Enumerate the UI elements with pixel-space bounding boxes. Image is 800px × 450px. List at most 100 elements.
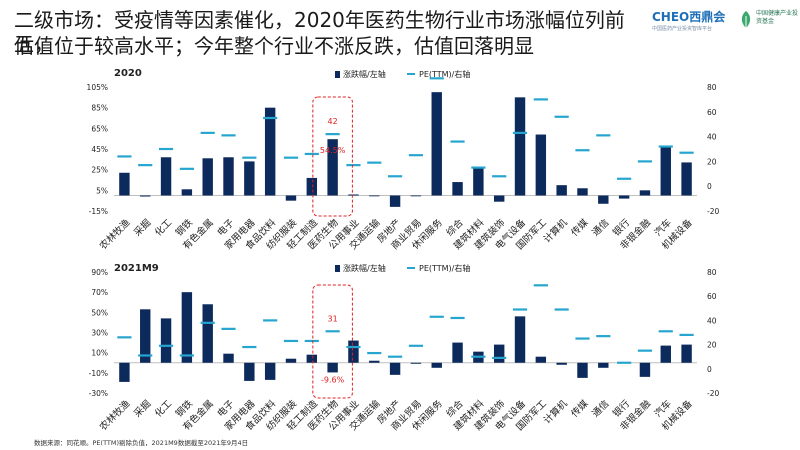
- right-axis-tick-label: 80: [707, 83, 717, 92]
- left-axis-tick-label: 105%: [87, 83, 108, 92]
- bar-钢铁: [181, 292, 193, 363]
- highlight-change-label: -9.6%: [321, 375, 345, 384]
- bar-机械设备: [681, 162, 692, 196]
- bar-交通运输: [369, 360, 380, 363]
- bar-医药生物: [327, 362, 338, 373]
- bar-公用事业: [348, 194, 359, 196]
- bar-综合: [452, 342, 463, 363]
- left-axis-tick-label: 45%: [91, 145, 108, 154]
- bar-轻工制造: [306, 354, 318, 363]
- chart-period-label: 2020: [114, 68, 142, 79]
- bar-休闲服务: [431, 362, 442, 368]
- legend-line-label: PE(TTM)/右轴: [419, 263, 470, 273]
- bar-农林牧渔: [119, 172, 130, 196]
- bar-化工: [160, 157, 172, 196]
- left-axis-tick-label: 85%: [91, 104, 108, 113]
- category-label: 通信: [589, 398, 611, 420]
- bar-银行: [618, 195, 630, 199]
- left-axis-tick-label: 30%: [91, 329, 108, 338]
- bar-纺织服装: [285, 195, 297, 201]
- logo-tagline: 中国医药产业投资智库平台: [652, 26, 713, 32]
- bar-有色金属: [202, 304, 213, 363]
- bar-汽车: [660, 345, 671, 363]
- bar-食品饮料: [264, 362, 276, 380]
- right-axis-tick-label: 60: [707, 108, 717, 117]
- bar-建筑装饰: [493, 195, 505, 202]
- bar-电气设备: [514, 97, 526, 196]
- bar-有色金属: [202, 158, 213, 196]
- bar-家用电器: [244, 362, 255, 381]
- chart-2020: 2020 涨跌幅/左轴 PE(TTM)/右轴 105% 85% 65% 45% 25% 5% -1…: [87, 68, 720, 252]
- left-axis-tick-label: 65%: [91, 124, 108, 133]
- left-axis-tick-label: 10%: [91, 349, 108, 358]
- left-axis-tick-label: 70%: [91, 288, 108, 297]
- category-label: 化工: [152, 397, 174, 419]
- bar-家用电器: [244, 161, 255, 196]
- chart-2021m9: 2021M9 涨跌幅/左轴 PE(TTM)/右轴 90% 70% 50% 30% 10% -10…: [89, 263, 720, 433]
- highlight-pe-label: 31: [328, 314, 338, 323]
- right-axis-tick-label: 20: [707, 341, 717, 350]
- left-axis-tick-label: -10%: [89, 369, 108, 378]
- category-label: 采掘: [131, 398, 153, 420]
- highlight-box: [312, 96, 353, 217]
- bar-采掘: [140, 195, 151, 197]
- bar-采掘: [140, 309, 151, 363]
- right-axis-tick-label: 40: [707, 316, 717, 325]
- left-axis-tick-label: 5%: [96, 186, 108, 195]
- highlight-change-label: 54.5%: [320, 146, 346, 155]
- category-label: 传媒: [569, 397, 591, 419]
- bar-通信: [598, 362, 609, 368]
- slide-title-line-2: 估值位于较高水平；今年整个行业不涨反跌，估值回落明显: [14, 34, 534, 58]
- category-label: 农林牧渔: [97, 397, 133, 433]
- bar-轻工制造: [306, 177, 318, 196]
- logo-partner-text: 中国健康产业投资基金: [756, 10, 799, 25]
- bar-电子: [223, 353, 234, 363]
- bar-房地产: [389, 195, 401, 207]
- brand-logo: CHEO西鼎会 中国医药产业投资智库平台 中国健康产业投资基金: [652, 8, 798, 38]
- bar-公用事业: [348, 340, 359, 363]
- right-axis-tick-label: -20: [707, 207, 719, 216]
- bar-电子: [223, 157, 234, 196]
- logo-brand-text: CHEO西鼎会: [652, 10, 726, 24]
- bar-国防军工: [535, 356, 547, 363]
- legend-bar-swatch: [335, 265, 340, 272]
- bar-非银金融: [639, 190, 651, 196]
- slide-title-line-1: 二级市场：受疫情等因素催化，2020年医药生物行业市场涨幅位列前五，: [14, 8, 625, 56]
- bar-传媒: [577, 188, 588, 196]
- data-source-note: 数据来源：同花顺。PE(TTM)剔除负值，2021M9数据截至2021年9月4日: [34, 439, 249, 447]
- bar-交通运输: [369, 195, 380, 197]
- highlight-box: [312, 284, 353, 399]
- bar-钢铁: [181, 189, 193, 196]
- bar-建筑装饰: [493, 344, 505, 363]
- bar-商业贸易: [410, 195, 422, 197]
- category-label: 计算机: [541, 216, 570, 245]
- left-axis-tick-label: -30%: [89, 389, 108, 398]
- left-axis-tick-label: 90%: [91, 268, 108, 277]
- bar-农林牧渔: [119, 362, 130, 382]
- right-axis-tick-label: -20: [707, 389, 719, 398]
- bar-商业贸易: [410, 362, 422, 364]
- chart-period-label: 2021M9: [114, 263, 159, 274]
- right-axis-tick-label: 20: [707, 157, 717, 166]
- category-label: 化工: [152, 216, 174, 238]
- right-axis-tick-label: 40: [707, 133, 717, 142]
- left-axis-tick-label: -15%: [89, 207, 108, 216]
- bar-电气设备: [514, 316, 526, 363]
- left-axis-tick-label: 25%: [91, 166, 108, 175]
- category-label: 通信: [589, 217, 611, 239]
- right-axis-tick-label: 80: [707, 268, 717, 277]
- legend-bar-label: 涨跌幅/左轴: [343, 263, 386, 273]
- bar-传媒: [577, 362, 588, 378]
- category-label: 计算机: [541, 397, 570, 426]
- bar-医药生物: [327, 139, 338, 196]
- bar-房地产: [389, 362, 401, 375]
- leaf-logo-icon: [741, 11, 751, 28]
- right-axis-tick-label: 0: [707, 182, 712, 191]
- bar-非银金融: [639, 362, 651, 377]
- bar-计算机: [556, 362, 567, 365]
- legend-bar-swatch: [335, 71, 340, 78]
- bar-通信: [598, 195, 609, 204]
- bar-国防军工: [535, 134, 547, 196]
- right-axis-tick-label: 0: [707, 365, 712, 374]
- bar-化工: [160, 318, 172, 363]
